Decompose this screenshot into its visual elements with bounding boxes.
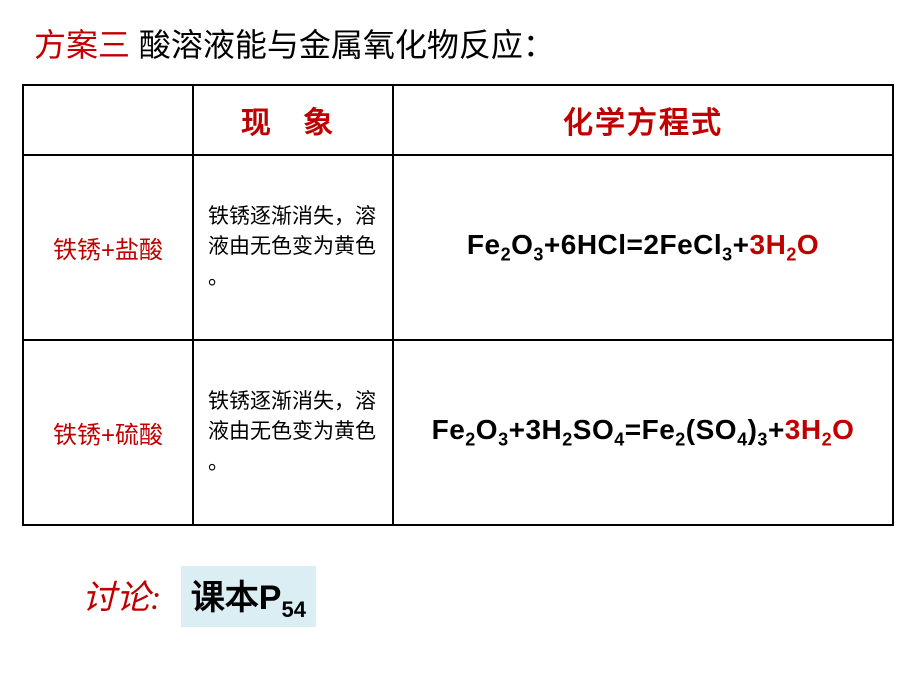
- phenomenon-cell: 铁锈逐渐消失，溶液由无色变为黄色 。: [193, 155, 393, 340]
- header-equation: 化学方程式: [393, 85, 893, 155]
- table-row: 铁锈+硫酸 铁锈逐渐消失，溶液由无色变为黄色 。 Fe2O3+3H2SO4=Fe…: [23, 340, 893, 525]
- footer: 讨论: 课本P54: [82, 566, 898, 627]
- table-row: 铁锈+盐酸 铁锈逐渐消失，溶液由无色变为黄色 。 Fe2O3+6HCl=2FeC…: [23, 155, 893, 340]
- reaction-table: 现 象 化学方程式 铁锈+盐酸 铁锈逐渐消失，溶液由无色变为黄色 。 Fe2O3…: [22, 84, 894, 526]
- equation-cell: Fe2O3+6HCl=2FeCl3+3H2O: [393, 155, 893, 340]
- table-header-row: 现 象 化学方程式: [23, 85, 893, 155]
- phenomenon-cell: 铁锈逐渐消失，溶液由无色变为黄色 。: [193, 340, 393, 525]
- title-prefix: 方案三: [34, 27, 130, 63]
- reagent-cell: 铁锈+盐酸: [23, 155, 193, 340]
- equation-cell: Fe2O3+3H2SO4=Fe2(SO4)3+3H2O: [393, 340, 893, 525]
- title-main: 酸溶液能与金属氧化物反应：: [130, 27, 555, 63]
- header-reagent: [23, 85, 193, 155]
- textbook-reference: 课本P54: [181, 566, 316, 627]
- slide-title: 方案三 酸溶液能与金属氧化物反应：: [34, 20, 898, 66]
- discussion-label: 讨论:: [82, 580, 161, 617]
- reagent-cell: 铁锈+硫酸: [23, 340, 193, 525]
- header-phenomenon: 现 象: [193, 85, 393, 155]
